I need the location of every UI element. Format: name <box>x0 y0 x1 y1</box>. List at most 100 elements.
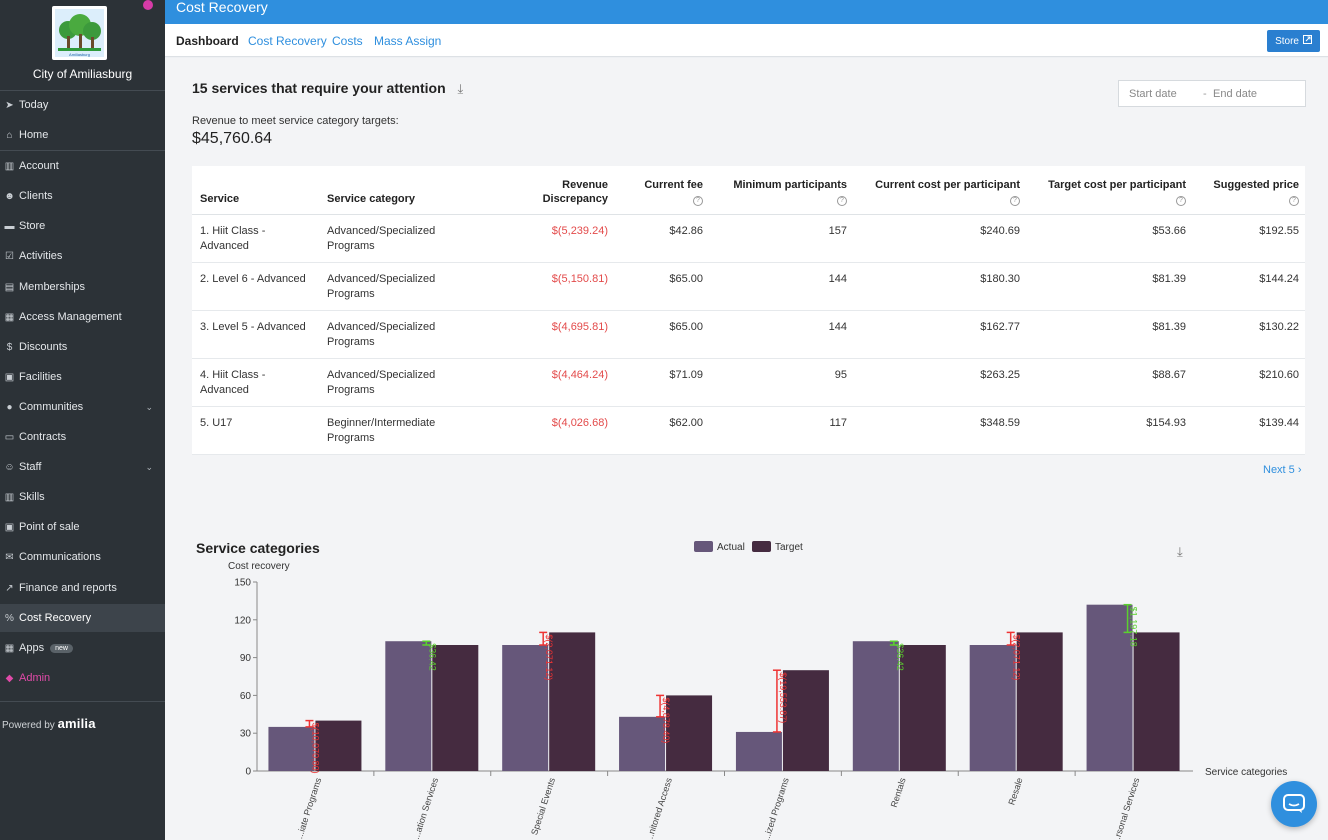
sidebar-item-label: Today <box>19 99 49 111</box>
chart-download-icon[interactable]: ⤓ <box>1177 544 1183 559</box>
store-button-label: Store <box>1275 35 1299 47</box>
sidebar-item-today[interactable]: ➤ Today <box>0 91 165 119</box>
tab-cost-recovery[interactable]: Cost Recovery <box>248 34 327 48</box>
sidebar-item-label: Admin <box>19 672 51 684</box>
col-revenue-discrepancy[interactable]: Revenue Discrepancy <box>484 166 614 215</box>
col-current-fee[interactable]: Current fee? <box>614 166 709 215</box>
x-category-label: Rentals <box>889 776 908 809</box>
sidebar-item-access-management[interactable]: ▦ Access Management <box>0 303 165 331</box>
sidebar-item-admin[interactable]: ◆ Admin <box>0 664 165 692</box>
powered-prefix: Powered by <box>2 720 55 731</box>
sidebar-item-skills[interactable]: ▥ Skills <box>0 483 165 511</box>
revenue-value: $45,760.64 <box>192 130 273 147</box>
discrepancy-label: $(10,070.80) <box>310 723 320 774</box>
bar-actual <box>502 645 549 771</box>
chart-title: Service categories <box>196 540 320 556</box>
bar-actual <box>385 641 432 771</box>
sidebar-item-label: Point of sale <box>19 521 80 533</box>
x-category-label: Resale <box>1006 777 1024 807</box>
sidebar-item-apps[interactable]: ▦ Apps new <box>0 634 165 662</box>
sidebar-item-discounts[interactable]: $ Discounts <box>0 333 165 361</box>
start-date-input[interactable]: Start date <box>1129 87 1177 100</box>
col-minimum-participants[interactable]: Minimum participants? <box>709 166 853 215</box>
sidebar-item-point-of-sale[interactable]: ▣ Point of sale <box>0 513 165 541</box>
cart-icon: ▬ <box>4 220 15 232</box>
revenue-label: Revenue to meet service category targets… <box>192 115 399 127</box>
bar-target <box>899 645 946 771</box>
sidebar-item-store[interactable]: ▬ Store <box>0 212 165 240</box>
sidebar-item-communications[interactable]: ✉ Communications <box>0 543 165 571</box>
cell-service[interactable]: 1. Hiit Class - Advanced <box>192 214 319 263</box>
end-date-input[interactable]: End date <box>1213 87 1258 100</box>
tab-costs[interactable]: Costs <box>332 34 363 48</box>
col-service[interactable]: Service <box>192 166 319 215</box>
percent-icon: % <box>5 612 14 624</box>
bar-target <box>549 632 596 771</box>
cell-suggested-price: $144.24 <box>1192 262 1305 311</box>
chevron-down-icon[interactable]: ⌄ <box>145 461 153 472</box>
sidebar-item-finance-and-reports[interactable]: ↗ Finance and reports <box>0 574 165 602</box>
chevron-down-icon[interactable]: ⌄ <box>145 401 153 412</box>
col-suggested-price[interactable]: Suggested price? <box>1192 166 1305 215</box>
table-row[interactable]: 4. Hiit Class - Advanced Advanced/Special… <box>192 358 1305 407</box>
table-row[interactable]: 1. Hiit Class - Advanced Advanced/Special… <box>192 214 1305 263</box>
org-name: City of Amiliasburg <box>32 67 133 81</box>
sidebar-item-label: Memberships <box>19 281 86 293</box>
attention-heading: 15 services that require your attention … <box>192 80 463 97</box>
bar-actual <box>735 731 782 771</box>
chart-line-icon: ↗ <box>5 582 14 594</box>
sidebar-item-home[interactable]: ⌂ Home <box>0 121 165 149</box>
cell-category: Beginner/Intermediate Programs <box>319 406 484 455</box>
cell-suggested-price: $139.44 <box>1192 406 1305 455</box>
legend-swatch-actual[interactable] <box>694 541 713 552</box>
table-row[interactable]: 3. Level 5 - Advanced Advanced/Specialize… <box>192 310 1305 359</box>
y-tick-label: 60 <box>240 691 252 702</box>
help-icon[interactable]: ? <box>837 195 847 206</box>
store-button[interactable]: Store <box>1267 30 1320 52</box>
sidebar-item-account[interactable]: ▥ Account <box>0 152 165 180</box>
table-row[interactable]: 2. Level 6 - Advanced Advanced/Specialize… <box>192 262 1305 311</box>
legend-label-target[interactable]: Target <box>775 542 803 553</box>
powered-by[interactable]: Powered by amilia <box>2 716 96 731</box>
tab-dashboard[interactable]: Dashboard <box>176 34 239 48</box>
table-header-row: Service Service category Revenue Discrep… <box>192 166 1305 215</box>
table-row[interactable]: 5. U17 Beginner/Intermediate Programs $(4,… <box>192 406 1305 455</box>
cell-service[interactable]: 2. Level 6 - Advanced <box>192 262 319 311</box>
cell-service[interactable]: 5. U17 <box>192 406 319 455</box>
y-tick-label: 90 <box>240 653 252 664</box>
col-target-cost[interactable]: Target cost per participant? <box>1026 166 1192 215</box>
help-icon[interactable]: ? <box>1176 195 1186 206</box>
tab-mass-assign[interactable]: Mass Assign <box>374 34 442 48</box>
cell-service[interactable]: 4. Hiit Class - Advanced <box>192 358 319 407</box>
help-icon[interactable]: ? <box>1010 195 1020 206</box>
legend-label-actual[interactable]: Actual <box>717 542 745 553</box>
help-icon[interactable]: ? <box>693 195 703 206</box>
next-page-link[interactable]: Next 5 › <box>1263 464 1302 476</box>
bar-target <box>782 670 829 771</box>
collapse-sidebar-icon[interactable] <box>143 0 153 10</box>
sidebar-item-label: Activities <box>19 250 63 262</box>
y-tick-label: 120 <box>234 615 251 626</box>
date-range-picker[interactable]: Start date - End date <box>1118 80 1306 107</box>
cell-discrepancy: $(4,026.68) <box>484 406 614 455</box>
sidebar-item-memberships[interactable]: ▤ Memberships <box>0 273 165 301</box>
sidebar-item-staff[interactable]: ☺ Staff ⌄ <box>0 453 165 481</box>
sidebar-item-cost-recovery[interactable]: % Cost Recovery <box>0 604 165 632</box>
help-icon[interactable]: ? <box>1289 195 1299 206</box>
col-current-cost[interactable]: Current cost per participant? <box>853 166 1026 215</box>
chat-button[interactable] <box>1271 781 1317 827</box>
org-logo[interactable]: Amiliasburg <box>52 6 107 60</box>
sidebar-item-facilities[interactable]: ▣ Facilities <box>0 363 165 391</box>
chart-legend[interactable]: Actual Target <box>694 541 803 553</box>
sidebar-item-activities[interactable]: ☑ Activities <box>0 242 165 270</box>
sidebar-item-communities[interactable]: ● Communities ⌄ <box>0 393 165 421</box>
sidebar-item-clients[interactable]: ☻ Clients <box>0 182 165 210</box>
sidebar-item-label: Store <box>19 220 46 232</box>
bar-actual <box>268 726 315 771</box>
legend-swatch-target[interactable] <box>752 541 771 552</box>
cell-service[interactable]: 3. Level 5 - Advanced <box>192 310 319 359</box>
sidebar-item-contracts[interactable]: ▭ Contracts <box>0 423 165 451</box>
discrepancy-label: $36.42 <box>427 643 437 671</box>
col-service-category[interactable]: Service category <box>319 166 484 215</box>
download-icon[interactable]: ⤓ <box>457 81 464 96</box>
